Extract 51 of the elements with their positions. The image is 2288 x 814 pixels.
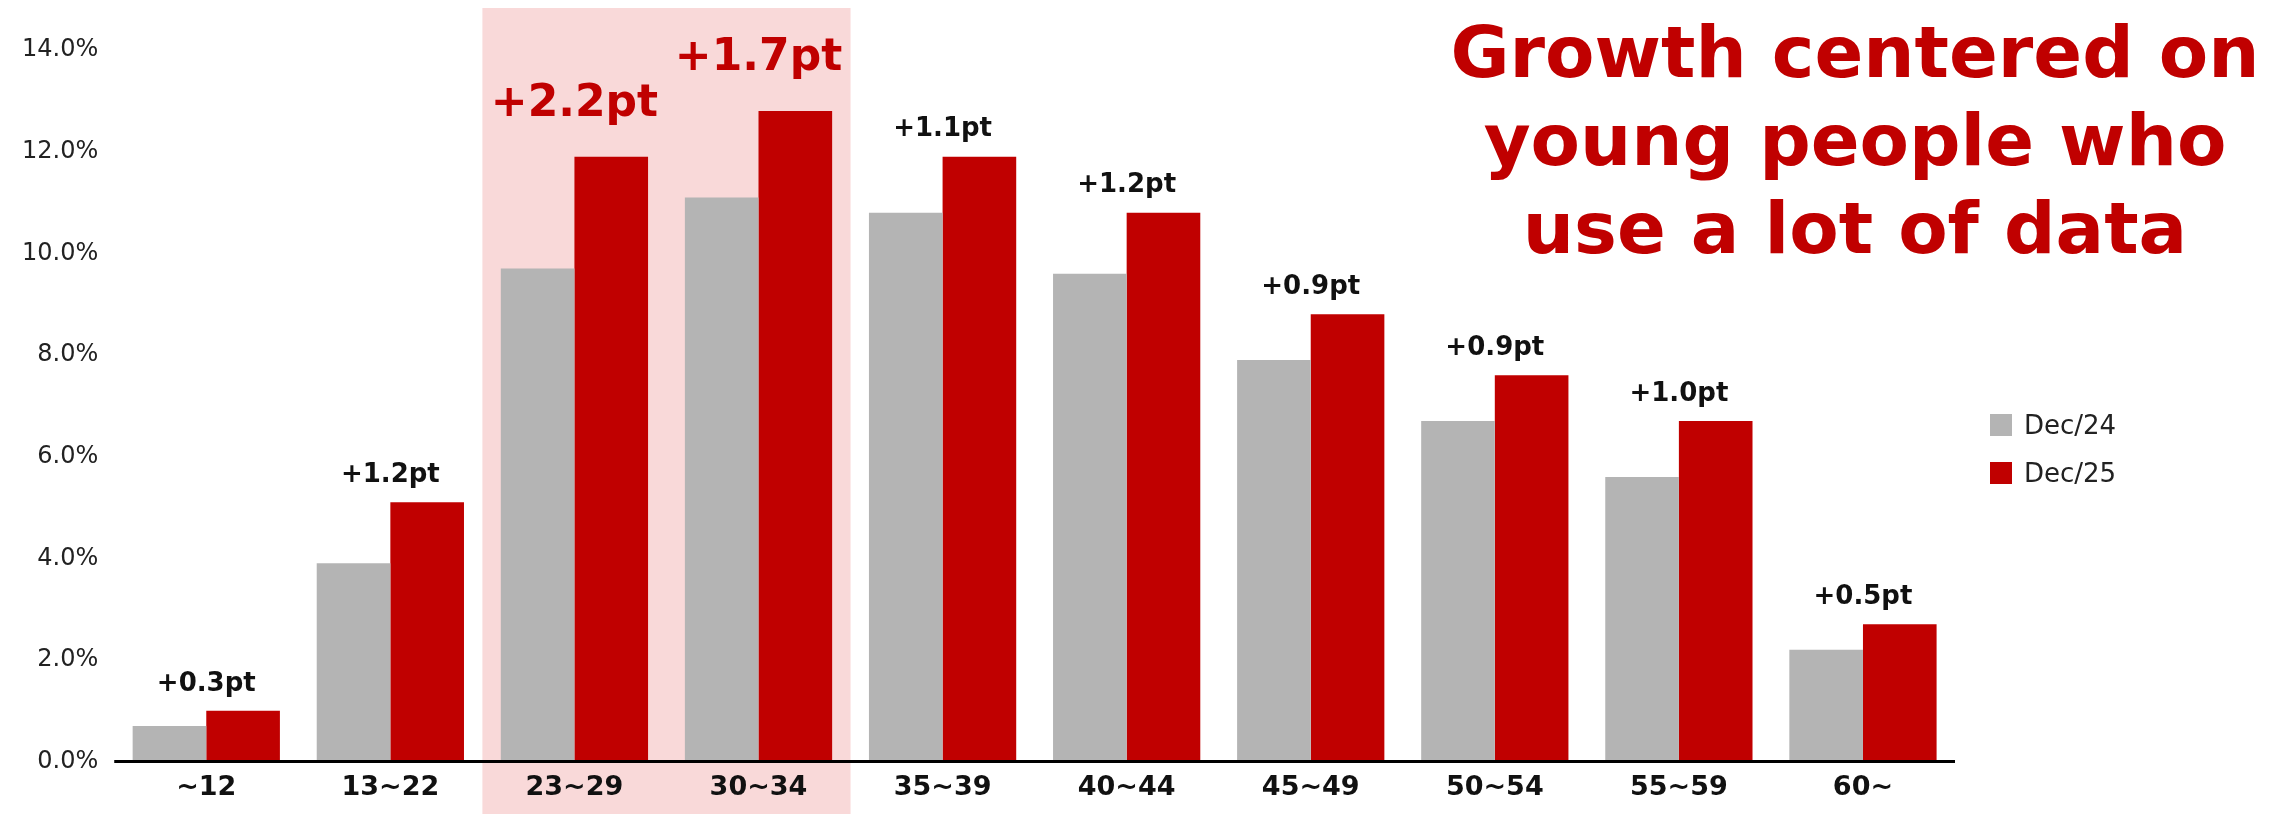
x-tick-label: 23~29 <box>525 769 624 801</box>
x-tick-label: 40~44 <box>1077 769 1176 801</box>
bar <box>390 502 464 762</box>
legend-label: Dec/25 <box>2024 458 2117 488</box>
bar <box>316 563 391 762</box>
bar <box>574 156 649 762</box>
bar <box>1421 421 1495 762</box>
x-tick-label: 55~59 <box>1630 769 1728 801</box>
x-tick-label: 50~54 <box>1445 769 1544 801</box>
bar <box>1237 360 1311 762</box>
legend-label: Dec/24 <box>2024 410 2117 440</box>
x-tick-label: 45~49 <box>1261 769 1360 801</box>
bar <box>1053 273 1127 762</box>
x-tick-label: 30~34 <box>709 769 808 801</box>
x-tick-label: 60~ <box>1832 769 1894 801</box>
y-tick-label: 12.0% <box>21 135 99 164</box>
y-tick-label: 6.0% <box>37 440 99 469</box>
annotation: +1.1pt <box>893 112 993 143</box>
y-tick-label: 0.0% <box>37 745 99 774</box>
annotation: +2.2pt <box>490 75 659 127</box>
bar <box>132 726 207 762</box>
bar <box>1678 421 1753 762</box>
y-tick-label: 4.0% <box>37 542 99 571</box>
bar <box>758 110 833 762</box>
x-tick-label: ~12 <box>176 769 237 801</box>
bar <box>868 212 943 762</box>
bar <box>1310 314 1385 762</box>
x-tick-label: 35~39 <box>893 769 992 801</box>
y-tick-label: 2.0% <box>37 644 99 673</box>
bar <box>206 710 280 762</box>
text: Growth centered on young people who use a lot of data <box>1449 9 2261 272</box>
bar <box>1494 375 1569 762</box>
x-tick-label: 13~22 <box>341 769 440 801</box>
annotation: +1.2pt <box>1077 168 1177 199</box>
annotation: +0.9pt <box>1445 331 1545 362</box>
bar <box>942 156 1017 762</box>
bar <box>500 268 575 762</box>
annotation: +1.0pt <box>1629 376 1729 407</box>
bar <box>1789 649 1863 762</box>
annotation: +1.2pt <box>340 458 440 489</box>
annotation: +0.5pt <box>1813 580 1913 611</box>
y-tick-label: 14.0% <box>21 34 99 63</box>
bar <box>684 197 759 762</box>
annotation: +0.9pt <box>1261 270 1361 301</box>
bar <box>1126 212 1201 762</box>
y-tick-label: 10.0% <box>21 237 99 266</box>
bar <box>1862 624 1937 762</box>
y-tick-label: 8.0% <box>37 339 99 368</box>
annotation: +1.7pt <box>674 29 843 81</box>
annotation: +0.3pt <box>156 666 256 697</box>
bar <box>1605 476 1679 762</box>
